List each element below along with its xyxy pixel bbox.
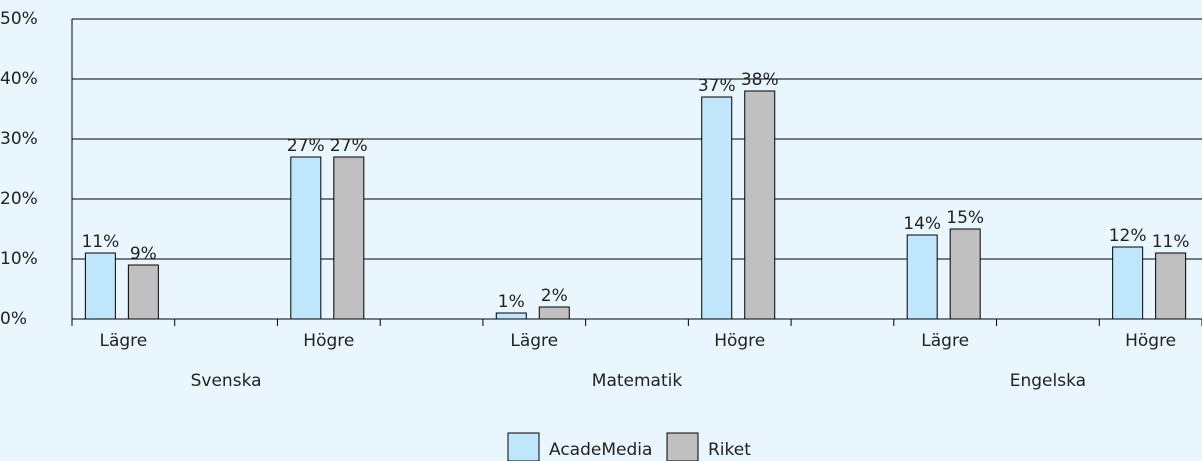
- x-tick-label: Högre: [1125, 331, 1176, 351]
- legend-swatch: [666, 432, 699, 461]
- bar: [744, 90, 776, 320]
- y-tick-label: 50%: [0, 9, 38, 29]
- legend-swatch: [507, 432, 540, 461]
- y-tick-label: 40%: [0, 69, 38, 89]
- bar: [1155, 252, 1187, 320]
- group-label: Svenska: [191, 371, 262, 391]
- legend-label: AcadeMedia: [549, 440, 652, 460]
- y-tick-label: 0%: [0, 309, 27, 329]
- y-tick-label: 20%: [0, 189, 38, 209]
- bar: [290, 156, 322, 320]
- value-label: 38%: [741, 70, 779, 90]
- value-label: 14%: [903, 214, 941, 234]
- value-label: 27%: [330, 136, 368, 156]
- x-tick-label: Lägre: [921, 331, 969, 351]
- x-tick-label: Lägre: [99, 331, 147, 351]
- y-tick-label: 10%: [0, 249, 38, 269]
- bar: [949, 228, 981, 320]
- value-label: 37%: [698, 76, 736, 96]
- group-label: Matematik: [592, 371, 683, 391]
- bar: [84, 252, 116, 320]
- value-label: 12%: [1109, 226, 1147, 246]
- bar: [701, 96, 733, 320]
- value-label: 15%: [946, 208, 984, 228]
- y-tick-label: 30%: [0, 129, 38, 149]
- x-tick-label: Högre: [714, 331, 765, 351]
- value-label: 2%: [541, 286, 568, 306]
- value-label: 27%: [287, 136, 325, 156]
- x-tick-label: Högre: [303, 331, 354, 351]
- legend-label: Riket: [708, 440, 751, 460]
- value-label: 11%: [81, 232, 119, 252]
- bar: [333, 156, 365, 320]
- bar: [1112, 246, 1144, 320]
- group-label: Engelska: [1010, 371, 1086, 391]
- value-label: 11%: [1152, 232, 1190, 252]
- bar: [538, 306, 570, 320]
- value-label: 9%: [130, 244, 157, 264]
- bar: [127, 264, 159, 320]
- value-label: 1%: [498, 292, 525, 312]
- bar: [906, 234, 938, 320]
- x-tick-label: Lägre: [510, 331, 558, 351]
- bar: [495, 312, 527, 320]
